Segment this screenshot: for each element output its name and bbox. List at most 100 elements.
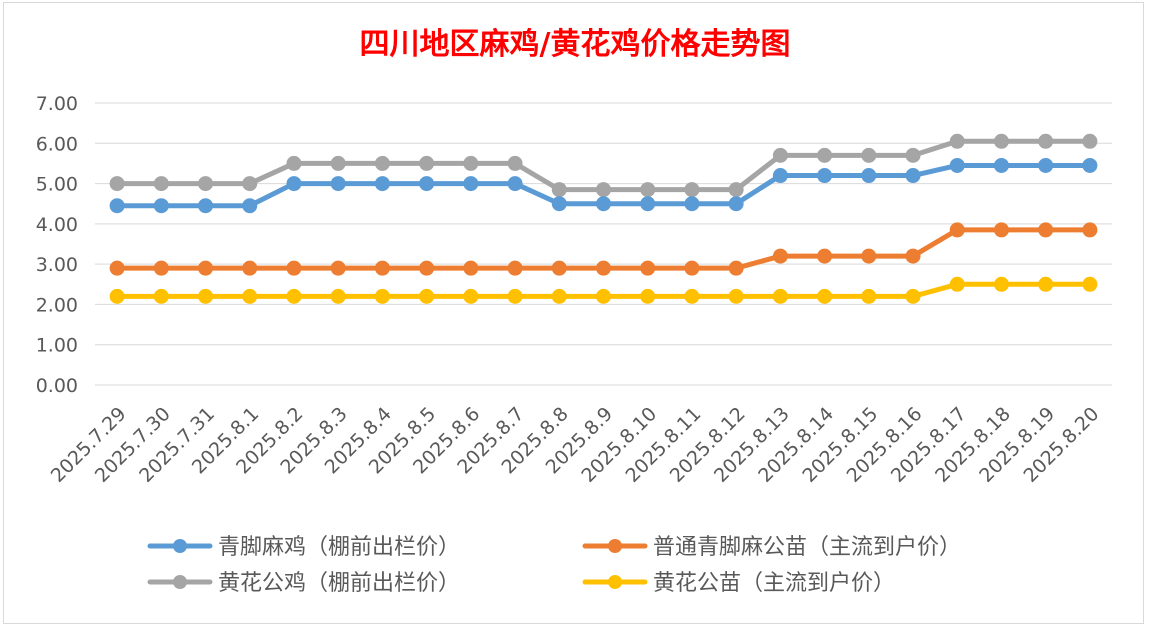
chart-frame xyxy=(3,2,1144,624)
data-point xyxy=(993,157,1009,173)
data-point xyxy=(640,182,656,198)
data-point xyxy=(507,288,523,304)
y-tick-label: 5.00 xyxy=(36,174,78,196)
data-point xyxy=(1082,133,1098,149)
data-point xyxy=(861,147,877,163)
data-point xyxy=(684,260,700,276)
legend-label: 青脚麻鸡（棚前出栏价） xyxy=(218,535,460,560)
data-point xyxy=(153,260,169,276)
legend-swatch-marker xyxy=(173,575,187,589)
legend-item: 黄花公苗（主流到户价） xyxy=(582,571,895,596)
data-point xyxy=(374,288,390,304)
data-point xyxy=(817,168,833,184)
data-point xyxy=(109,260,125,276)
legend-label: 黄花公苗（主流到户价） xyxy=(653,571,895,596)
chart-title: 四川地区麻鸡/黄花鸡价格走势图 xyxy=(360,27,791,62)
data-point xyxy=(861,248,877,264)
x-axis: 2025.7.292025.7.302025.7.312025.8.12025.… xyxy=(47,403,1104,487)
y-tick-label: 7.00 xyxy=(36,93,78,115)
data-point xyxy=(772,168,788,184)
data-point xyxy=(905,248,921,264)
data-point xyxy=(993,133,1009,149)
data-point xyxy=(596,182,611,198)
data-point xyxy=(198,176,214,192)
data-point xyxy=(817,248,833,264)
data-point xyxy=(463,288,479,304)
data-point xyxy=(153,288,169,304)
legend-swatch-marker xyxy=(173,539,187,553)
legend-label: 普通青脚麻公苗（主流到户价） xyxy=(653,535,961,560)
data-point xyxy=(198,288,214,304)
data-point xyxy=(109,198,125,214)
data-point xyxy=(286,176,302,192)
data-point xyxy=(153,176,169,192)
data-point xyxy=(374,155,390,171)
data-point xyxy=(640,196,656,212)
data-point xyxy=(728,182,744,198)
data-point xyxy=(507,260,523,276)
data-point xyxy=(596,196,611,212)
legend-item: 普通青脚麻公苗（主流到户价） xyxy=(582,535,961,560)
data-point xyxy=(817,288,833,304)
data-point xyxy=(905,288,921,304)
legend-item: 青脚麻鸡（棚前出栏价） xyxy=(147,535,460,560)
data-point xyxy=(728,196,744,212)
legend-label: 黄花公鸡（棚前出栏价） xyxy=(218,571,460,596)
data-point xyxy=(286,260,302,276)
data-point xyxy=(640,288,656,304)
data-point xyxy=(949,276,965,292)
y-tick-label: 2.00 xyxy=(36,294,78,316)
data-point xyxy=(242,260,258,276)
data-point xyxy=(993,276,1009,292)
data-point xyxy=(772,248,788,264)
data-point xyxy=(419,155,435,171)
data-point xyxy=(1038,222,1054,238)
y-tick-label: 6.00 xyxy=(36,133,78,155)
data-point xyxy=(109,176,125,192)
data-point xyxy=(198,260,214,276)
data-point xyxy=(242,198,258,214)
data-point xyxy=(507,176,523,192)
data-point xyxy=(861,288,877,304)
data-point xyxy=(1082,276,1098,292)
data-point xyxy=(286,155,302,171)
series-1 xyxy=(109,222,1098,276)
data-point xyxy=(330,260,346,276)
data-point xyxy=(1038,157,1054,173)
data-point xyxy=(551,260,567,276)
data-point xyxy=(242,288,258,304)
data-point xyxy=(286,288,302,304)
data-point xyxy=(949,133,965,149)
data-point xyxy=(772,147,788,163)
data-point xyxy=(1082,222,1098,238)
series-0 xyxy=(109,157,1098,214)
data-point xyxy=(684,182,700,198)
series-3 xyxy=(109,276,1098,304)
data-point xyxy=(330,288,346,304)
data-point xyxy=(419,176,435,192)
y-tick-label: 1.00 xyxy=(36,335,78,357)
data-point xyxy=(772,288,788,304)
data-point xyxy=(198,198,214,214)
data-point xyxy=(817,147,833,163)
data-point xyxy=(861,168,877,184)
y-tick-label: 0.00 xyxy=(36,375,78,397)
data-point xyxy=(905,147,921,163)
data-point xyxy=(153,198,169,214)
data-point xyxy=(419,288,435,304)
data-point xyxy=(1038,276,1054,292)
data-point xyxy=(419,260,435,276)
data-point xyxy=(463,176,479,192)
legend-swatch-marker xyxy=(608,575,622,589)
data-point xyxy=(551,288,567,304)
data-point xyxy=(463,155,479,171)
data-point xyxy=(949,157,965,173)
data-point xyxy=(905,168,921,184)
data-point xyxy=(374,260,390,276)
data-point xyxy=(1038,133,1054,149)
y-axis: 0.00 1.00 2.00 3.00 4.00 5.00 6.00 7.00 xyxy=(36,93,78,397)
data-point xyxy=(551,182,567,198)
data-point xyxy=(640,260,656,276)
data-point xyxy=(949,222,965,238)
data-point xyxy=(109,288,125,304)
